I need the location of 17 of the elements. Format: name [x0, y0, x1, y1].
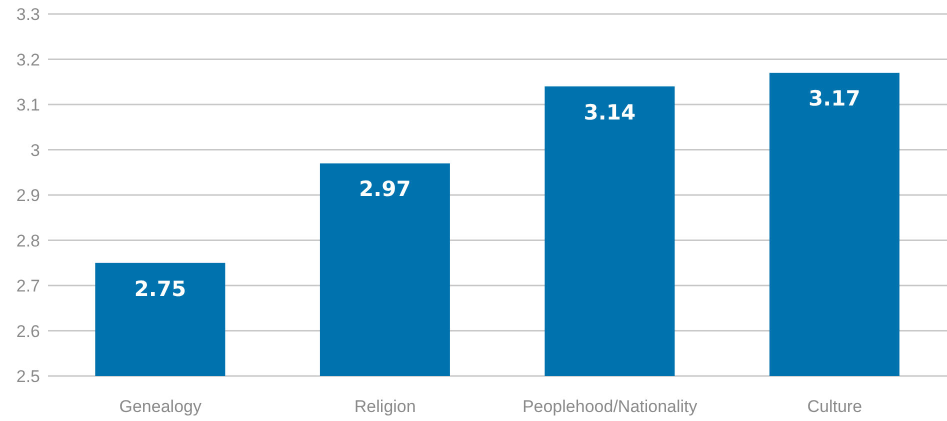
data-label: 2.97 — [359, 177, 411, 202]
y-tick-label: 3.2 — [16, 50, 40, 70]
x-tick-label: Genealogy — [119, 397, 202, 416]
y-tick-label: 2.5 — [16, 367, 40, 386]
data-label: 3.17 — [808, 86, 860, 111]
y-tick-label: 2.6 — [16, 322, 40, 341]
y-tick-label: 3 — [30, 140, 40, 160]
y-tick-label: 3.3 — [16, 5, 40, 24]
data-label: 2.75 — [134, 276, 186, 301]
y-tick-label: 3.1 — [16, 96, 40, 115]
y-tick-label: 2.7 — [16, 276, 40, 296]
y-tick-label: 2.8 — [16, 231, 40, 250]
x-tick-label: Religion — [354, 397, 416, 416]
data-label: 3.14 — [584, 100, 636, 124]
y-tick-label: 2.9 — [16, 186, 40, 206]
x-tick-label: Peoplehood/Nationality — [522, 397, 698, 416]
x-tick-label: Culture — [807, 397, 862, 416]
